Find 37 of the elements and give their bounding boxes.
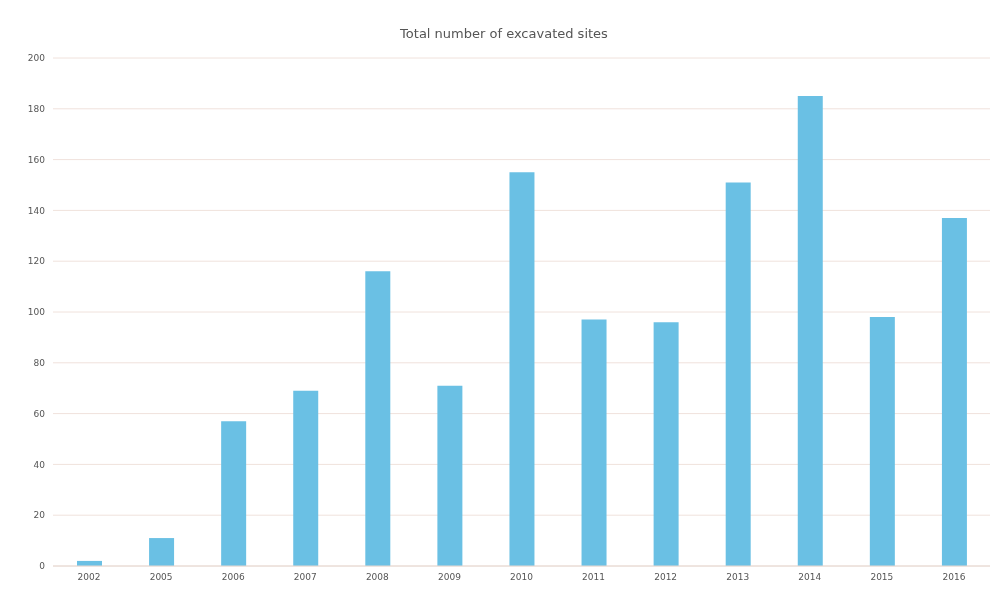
x-tick-label: 2005 xyxy=(149,572,173,583)
x-tick-label: 2013 xyxy=(726,572,750,583)
y-tick-label: 40 xyxy=(33,459,46,470)
x-tick-label: 2006 xyxy=(221,572,245,583)
bar xyxy=(437,385,463,566)
y-tick-label: 180 xyxy=(27,103,46,114)
x-tick-label: 2012 xyxy=(654,572,678,583)
bar xyxy=(581,319,607,566)
chart-title: Total number of excavated sites xyxy=(399,25,609,43)
x-tick-label: 2014 xyxy=(798,572,822,583)
bar xyxy=(941,218,967,566)
x-tick-label: 2008 xyxy=(365,572,390,583)
bar xyxy=(725,182,751,566)
y-tick-label: 120 xyxy=(27,256,46,267)
y-tick-label: 20 xyxy=(33,510,46,521)
bar xyxy=(653,322,679,566)
bar xyxy=(149,538,175,566)
y-tick-label: 140 xyxy=(27,205,46,216)
bar xyxy=(293,390,319,566)
bar xyxy=(869,317,895,566)
x-tick-label: 2015 xyxy=(870,572,894,583)
y-tick-label: 80 xyxy=(33,357,46,368)
bar xyxy=(221,421,247,566)
y-tick-label: 160 xyxy=(27,154,46,165)
bar xyxy=(509,172,535,566)
y-tick-label: 0 xyxy=(39,561,46,572)
bar xyxy=(797,96,823,566)
x-tick-label: 2002 xyxy=(77,572,101,583)
y-tick-label: 100 xyxy=(27,307,46,318)
bar xyxy=(365,271,391,566)
y-tick-label: 60 xyxy=(33,408,46,419)
x-tick-label: 2011 xyxy=(582,572,606,583)
x-tick-label: 2016 xyxy=(942,572,966,583)
y-tick-label: 200 xyxy=(27,53,46,64)
x-tick-label: 2007 xyxy=(293,572,317,583)
x-tick-label: 2010 xyxy=(510,572,534,583)
x-tick-label: 2009 xyxy=(437,572,462,583)
